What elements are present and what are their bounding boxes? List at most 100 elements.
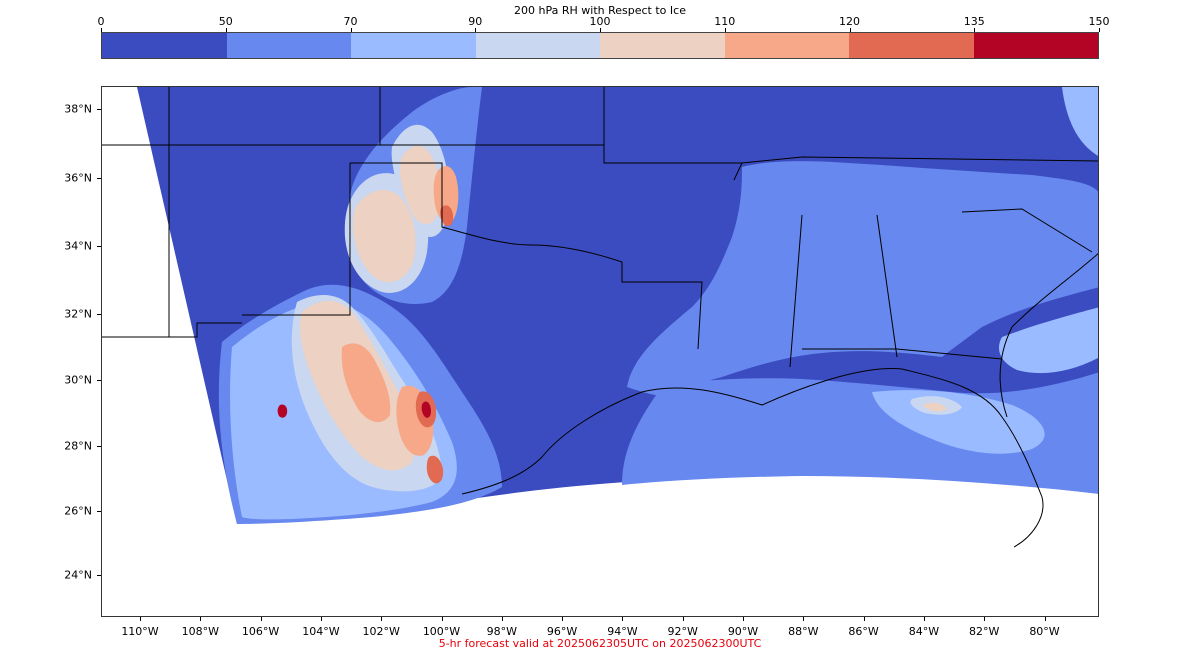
colorbar-tick	[724, 28, 726, 32]
rh-map	[102, 87, 1098, 548]
longitude-tick	[381, 617, 383, 621]
latitude-label: 38°N	[64, 102, 92, 116]
colorbar-tick-label: 150	[1088, 15, 1110, 28]
longitude-tick	[743, 617, 744, 621]
longitude-tick	[803, 617, 805, 621]
west-lvl120-c	[440, 205, 454, 227]
state-line-ar-la	[603, 87, 743, 181]
west-lvl120-b	[426, 455, 444, 484]
latitude-tick	[97, 314, 101, 315]
latitude-label: 30°N	[64, 373, 92, 387]
longitude-tick	[984, 617, 986, 621]
longitude-tick	[923, 617, 925, 621]
state-line-nc-sc	[961, 208, 1093, 253]
longitude-tick	[501, 617, 503, 621]
colorbar-tick-label: 120	[839, 15, 860, 28]
longitude-tick	[682, 617, 684, 621]
longitude-label: 108°W	[181, 625, 219, 638]
latitude-tick	[97, 246, 101, 247]
colorbar	[101, 32, 1099, 59]
latitude-label: 24°N	[64, 568, 92, 582]
colorbar-segment	[475, 33, 600, 58]
atlantic-coastline	[999, 253, 1098, 418]
latitude-tick	[97, 380, 101, 381]
latitude-tick	[97, 511, 101, 512]
colorbar-tick	[475, 28, 477, 32]
colorbar-tick	[101, 28, 102, 32]
longitude-tick	[562, 617, 564, 621]
longitude-label: 94°W	[607, 625, 638, 638]
colorbar-tick	[1099, 28, 1100, 32]
colorbar-tick	[350, 28, 352, 32]
colorbar-tick	[974, 28, 976, 32]
state-line-tx-ok	[350, 162, 623, 263]
colorbar-segment	[849, 33, 974, 58]
longitude-label: 84°W	[908, 625, 940, 638]
latitude-label: 26°N	[64, 504, 92, 518]
colorbar-tick-label: 50	[218, 15, 233, 28]
longitude-label: 110°W	[121, 625, 159, 638]
colorbar-tick	[849, 28, 851, 32]
east-lvl70-b	[999, 307, 1098, 374]
colorbar-tick-label: 135	[963, 15, 985, 28]
colorbar-tick-label: 100	[589, 15, 611, 28]
latitude-tick	[97, 446, 101, 447]
colorbar-segment	[102, 33, 227, 58]
latitude-label: 36°N	[64, 171, 92, 185]
latitude-label: 28°N	[64, 439, 92, 453]
longitude-label: 98°W	[486, 625, 517, 638]
east-lvl70-c	[1062, 87, 1098, 156]
latitude-tick	[97, 109, 101, 110]
longitude-label: 88°W	[788, 625, 819, 638]
west-lvl100-b	[353, 190, 416, 283]
longitude-tick	[863, 617, 865, 621]
colorbar-title: 200 hPa RH with Respect to Ice	[514, 4, 686, 17]
west-lvl135-a	[421, 401, 431, 418]
moisture-region-east	[622, 87, 1098, 494]
longitude-tick	[200, 617, 202, 621]
longitude-tick	[441, 617, 443, 621]
colorbar-tick	[225, 28, 227, 32]
colorbar-tick-label: 110	[714, 15, 736, 28]
west-lvl135-b	[277, 404, 288, 418]
longitude-label: 90°W	[727, 625, 759, 638]
moisture-region-west	[218, 87, 502, 524]
boundaries	[102, 87, 1098, 548]
west-lvl110-c	[433, 165, 459, 224]
longitude-tick	[140, 617, 141, 621]
state-line-ga-fl	[802, 348, 1003, 360]
longitude-label: 106°W	[241, 625, 280, 638]
east-lvl50-a	[627, 161, 1098, 398]
colorbar-segment	[600, 33, 725, 58]
map-panel	[101, 86, 1099, 617]
longitude-label: 102°W	[362, 625, 400, 638]
west-lvl100-c	[400, 145, 440, 225]
colorbar-tick-label: 0	[97, 15, 105, 28]
latitude-tick	[97, 575, 101, 576]
longitude-tick	[622, 617, 624, 621]
longitude-tick	[1044, 617, 1046, 621]
state-line-nm-tx	[242, 163, 351, 316]
longitude-label: 80°W	[1029, 625, 1060, 638]
longitude-tick	[260, 617, 262, 621]
state-line-az-nm	[102, 322, 242, 338]
colorbar-segment	[351, 33, 476, 58]
latitude-tick	[97, 178, 101, 179]
state-line-ms-al	[789, 214, 803, 368]
state-line-tn	[741, 156, 1098, 164]
colorbar-tick-label: 90	[468, 15, 483, 28]
west-lvl110-a	[341, 343, 391, 423]
colorbar-segment	[973, 33, 1098, 58]
longitude-label: 82°W	[969, 625, 1000, 638]
forecast-caption: 5-hr forecast valid at 2025062305UTC on …	[438, 637, 762, 650]
colorbar-tick-label: 70	[343, 15, 358, 28]
gulf-coastline	[461, 368, 1044, 548]
colorbar-segment	[226, 33, 351, 58]
state-line-al-ga	[876, 214, 898, 358]
latitude-label: 32°N	[64, 307, 92, 321]
colorbar-tick	[600, 28, 601, 32]
colorbar-segment	[724, 33, 849, 58]
longitude-label: 86°W	[848, 625, 879, 638]
longitude-tick	[320, 617, 322, 621]
latitude-label: 34°N	[64, 239, 92, 253]
